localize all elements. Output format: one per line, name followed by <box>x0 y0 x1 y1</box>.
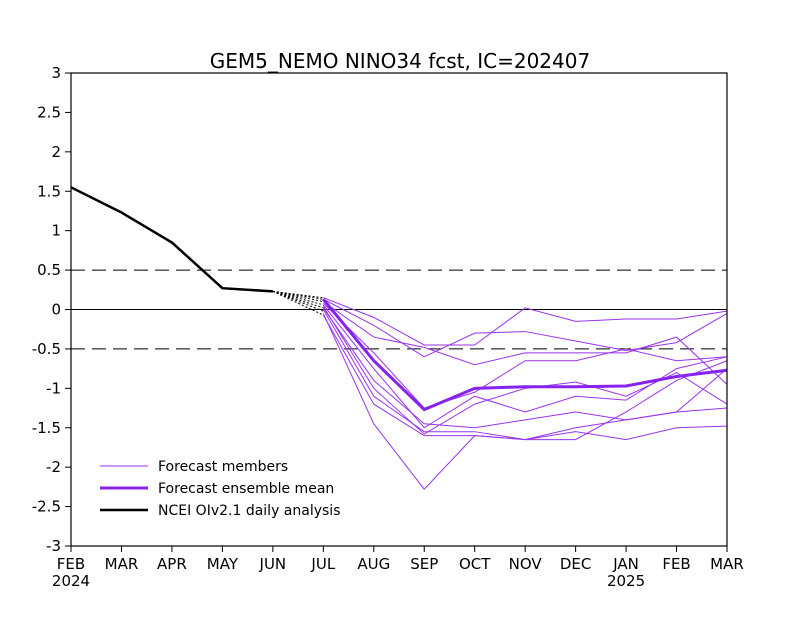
ensemble-mean-line <box>322 298 728 412</box>
x-tick-label: SEP <box>410 555 438 573</box>
member-lines <box>322 297 728 491</box>
x-tick-label: AUG <box>357 555 390 573</box>
legend-label: NCEI OIv2.1 daily analysis <box>158 503 341 519</box>
bridge-line <box>272 290 324 312</box>
x-tick-label: FEB <box>57 555 85 573</box>
forecast-mean-line <box>322 298 728 412</box>
y-tick-label: 3 <box>51 64 61 82</box>
x-tick-label: FEB <box>662 555 690 573</box>
x-tick-label: NOV <box>509 555 543 573</box>
bridge-line <box>272 290 324 303</box>
legend-label: Forecast members <box>158 459 288 475</box>
y-tick-label: -0.5 <box>32 340 61 358</box>
x-tick-label: DEC <box>560 555 592 573</box>
y-tick-label: -2 <box>46 458 61 476</box>
y-tick-label: -1.5 <box>32 419 61 437</box>
x-tick-label: JAN <box>612 555 639 573</box>
analysis-line-path <box>70 186 273 293</box>
y-tick-label: -1 <box>46 379 61 397</box>
x-tick-label: JUN <box>259 555 287 573</box>
forecast-member-line <box>323 301 728 385</box>
forecast-member-line <box>322 314 728 441</box>
x-tick-label: MAY <box>207 555 239 573</box>
x-tick-label: MAR <box>105 555 139 573</box>
legend: Forecast members Forecast ensemble mean NC… <box>100 459 341 519</box>
chart-title: GEM5_NEMO NINO34 fcst, IC=202407 <box>210 49 590 73</box>
legend-label: Forecast ensemble mean <box>158 481 334 497</box>
y-tick-label: 2.5 <box>37 103 61 121</box>
x-tick-label: OCT <box>459 555 491 573</box>
analysis-line <box>70 186 273 293</box>
y-tick-label: 1 <box>51 222 61 240</box>
bridge-lines <box>272 290 324 316</box>
year-label: 2024 <box>52 572 90 590</box>
bridge-line <box>272 290 324 309</box>
x-tick-label: MAR <box>710 555 744 573</box>
bridge-line <box>272 290 324 316</box>
forecast-member-line <box>322 307 728 429</box>
x-tick-label: APR <box>157 555 187 573</box>
y-tick-label: 2 <box>51 143 61 161</box>
reference-lines <box>71 269 727 350</box>
bridge-line <box>272 290 324 306</box>
x-tick-label: JUL <box>310 555 335 573</box>
y-tick-label: 0.5 <box>37 261 61 279</box>
forecast-member-line <box>322 302 728 409</box>
forecast-member-line <box>323 298 728 358</box>
y-tick-label: 1.5 <box>37 182 61 200</box>
forecast-member-line <box>323 297 728 346</box>
y-tick-label: -2.5 <box>32 498 61 516</box>
year-label: 2025 <box>607 572 645 590</box>
y-tick-label: -3 <box>46 537 61 555</box>
y-tick-label: 0 <box>51 301 61 319</box>
